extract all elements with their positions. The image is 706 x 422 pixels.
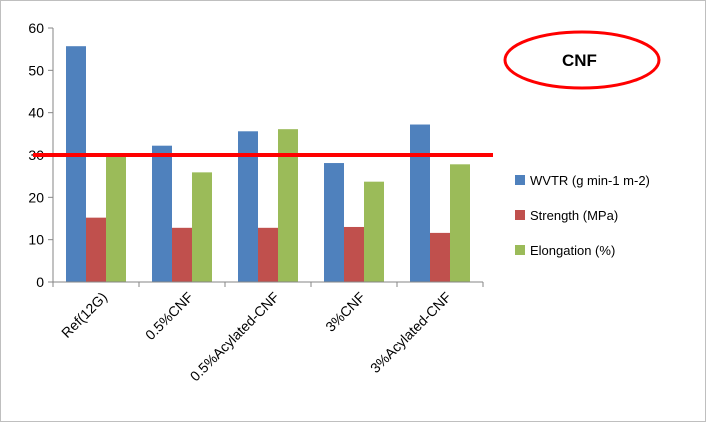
legend-swatch — [515, 245, 525, 255]
bar — [278, 129, 298, 282]
bars — [66, 46, 470, 283]
legend: WVTR (g min-1 m-2) Strength (MPa) Elongati… — [515, 173, 650, 258]
bar — [450, 164, 470, 282]
y-tick-label: 50 — [28, 62, 44, 78]
legend-swatch — [515, 210, 525, 220]
bar — [172, 227, 192, 282]
bar — [364, 181, 384, 282]
bar — [430, 232, 450, 282]
y-tick-label: 40 — [28, 105, 44, 121]
bar — [106, 155, 126, 282]
y-tick-label: 0 — [36, 274, 44, 290]
legend-label: Elongation (%) — [530, 243, 615, 258]
bar — [258, 227, 278, 282]
y-tick-label: 60 — [28, 20, 44, 36]
y-tick-label: 20 — [28, 189, 44, 205]
legend-label: Strength (MPa) — [530, 208, 618, 223]
bar — [344, 226, 364, 282]
bar — [192, 172, 212, 282]
bar — [86, 217, 106, 282]
cnf-callout: CNF — [503, 30, 661, 90]
bar — [152, 145, 172, 282]
bar — [66, 46, 86, 282]
bar — [324, 163, 344, 282]
bar — [238, 131, 258, 282]
y-tick-label: 10 — [28, 232, 44, 248]
legend-swatch — [515, 175, 525, 185]
legend-label: WVTR (g min-1 m-2) — [530, 173, 650, 188]
callout-label: CNF — [562, 51, 597, 70]
callout-ellipse — [503, 30, 661, 90]
bar — [410, 124, 430, 283]
